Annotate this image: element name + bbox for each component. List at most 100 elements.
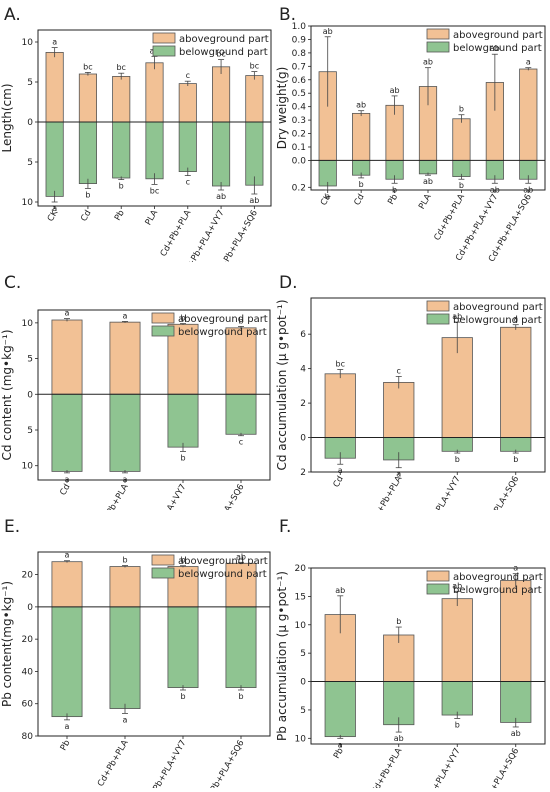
legend-label-above: aboveground part — [178, 314, 268, 325]
sig-label-above: c — [397, 366, 401, 375]
sig-label-above: b — [180, 314, 185, 323]
y-tick-label: 20 — [295, 564, 307, 574]
x-tick-label: Cd+Pb+PLA — [96, 482, 131, 510]
bar-above — [78, 73, 97, 123]
y-tick-label: 0 — [27, 603, 33, 613]
sig-label-below: ab — [423, 177, 433, 186]
bar-above — [225, 562, 257, 608]
sig-label-below: ab — [394, 734, 404, 743]
sig-label-above: b — [122, 556, 127, 565]
y-tick-label: 0.1 — [292, 143, 306, 153]
x-tick-label: Cd+Pb+PLA+VY7 — [416, 747, 462, 789]
y-tick-label: 5 — [27, 158, 33, 168]
y-axis-title: Length(cm) — [0, 83, 14, 152]
legend-swatch-below — [151, 325, 175, 337]
sig-label-above: bc — [216, 50, 225, 59]
bar-above — [452, 118, 471, 161]
sig-label-above: bc — [116, 63, 125, 72]
sig-label-below: b — [359, 180, 364, 189]
sig-label-above: bc — [83, 62, 92, 71]
bar-below — [225, 393, 257, 435]
bar-below — [225, 606, 257, 688]
y-tick-label: 0 — [27, 390, 33, 400]
x-tick-label: Cd+Pb+PLA — [159, 208, 194, 258]
sig-label-above: a — [513, 315, 518, 324]
bar-below — [51, 393, 83, 472]
legend-swatch-above — [151, 554, 175, 566]
sig-label-above: c — [186, 71, 190, 80]
bar-below — [167, 606, 199, 688]
plot-frame — [37, 551, 271, 737]
sig-label-below: a — [338, 466, 343, 475]
sig-label-above: b — [180, 556, 185, 565]
bar-below — [145, 121, 164, 180]
sig-label-above: a — [513, 564, 518, 573]
y-tick-label: 6 — [300, 330, 306, 340]
sig-label-above: a — [123, 311, 128, 320]
x-tick-label: Cd+Pb+PLA — [432, 192, 467, 242]
sig-label-below: b — [180, 692, 185, 701]
y-tick-label: 5 — [27, 355, 33, 365]
x-tick-label: Cd+Pb+PLA+SQ6 — [200, 739, 247, 789]
sig-label-below: b — [455, 720, 460, 729]
bar-above — [441, 598, 473, 682]
x-tick-label: Cd+Pb+PLA+VY7 — [142, 739, 188, 789]
sig-label-below: b — [455, 455, 460, 464]
bar-above — [45, 52, 64, 123]
y-tick-label: 0.0 — [292, 156, 307, 166]
y-tick-label: 0.8 — [292, 49, 307, 59]
bar-above — [324, 373, 356, 438]
y-tick-label: 0.7 — [292, 62, 306, 72]
x-tick-label: Cd+Pb+PLA — [370, 746, 405, 788]
sig-label-below: ab — [511, 729, 521, 738]
y-tick-label: 0 — [27, 118, 33, 128]
chart-panel-d: D.bcaCdcaCd+Pb+PLAabbCd+Pb+PLA+VY7abCd+P… — [275, 268, 550, 546]
bar-above — [145, 62, 164, 123]
sig-label-below: b — [85, 190, 90, 199]
sig-label-above: ab — [236, 552, 246, 561]
plot-frame — [37, 309, 271, 481]
x-tick-label: Cd — [79, 209, 93, 224]
bar-above — [109, 321, 141, 395]
bar-below — [112, 121, 131, 179]
y-tick-label: 10 — [22, 38, 34, 48]
legend-label-above: aboveground part — [453, 302, 543, 313]
chart-panel-a: A.aaCKbcbCdbcbPbabbcPLAccCd+Pb+PLAbcabCd… — [0, 0, 275, 280]
bar-above — [51, 561, 83, 608]
bar-above — [383, 382, 415, 438]
legend-swatch-above — [426, 28, 450, 40]
sig-label-above: ab — [335, 586, 345, 595]
y-tick-label: 1.0 — [292, 22, 307, 32]
bar-above — [352, 112, 371, 161]
sig-label-below: b — [119, 182, 124, 191]
bar-above — [245, 75, 264, 123]
sig-label-below: b — [180, 453, 185, 462]
sig-label-below: b — [513, 455, 518, 464]
y-tick-label: 4 — [300, 365, 306, 375]
bar-below — [109, 606, 141, 709]
y-tick-label: 0.2 — [292, 183, 306, 193]
panel-label: E. — [4, 517, 20, 537]
y-tick-label: 40 — [22, 667, 34, 677]
x-tick-label: Pb — [113, 209, 127, 223]
sig-label-above: bc — [336, 359, 345, 368]
x-tick-label: Cd — [352, 193, 366, 208]
legend-swatch-below — [152, 45, 176, 57]
panel-label: A. — [4, 5, 21, 25]
bar-below — [78, 121, 97, 184]
x-tick-label: Cd+Pb+PLA+VY7 — [416, 475, 462, 511]
chart-panel-c: C.aaCdaaCd+Pb+PLAbbCd+Pb+PLA+VY7bcCd+Pb+… — [0, 268, 275, 554]
sig-label-below: ab — [216, 192, 226, 201]
y-tick-label: 5 — [27, 426, 33, 436]
sig-label-below: a — [65, 475, 70, 484]
chart-svg: C.aaCdaaCd+Pb+PLAbbCd+Pb+PLA+VY7bcCd+Pb+… — [0, 273, 271, 554]
x-tick-label: Cd+Pb+PLA+SQ6 — [474, 475, 521, 511]
bar-above — [178, 83, 197, 123]
x-tick-label: Cd+Pb+PLA+SQ6 — [200, 483, 247, 511]
bar-below — [109, 393, 141, 472]
sig-label-above: b — [238, 316, 243, 325]
legend-label-above: aboveground part — [453, 572, 543, 583]
bar-above — [51, 319, 83, 395]
legend-swatch-below — [426, 313, 450, 325]
legend-label-below: belowground part — [178, 327, 267, 338]
